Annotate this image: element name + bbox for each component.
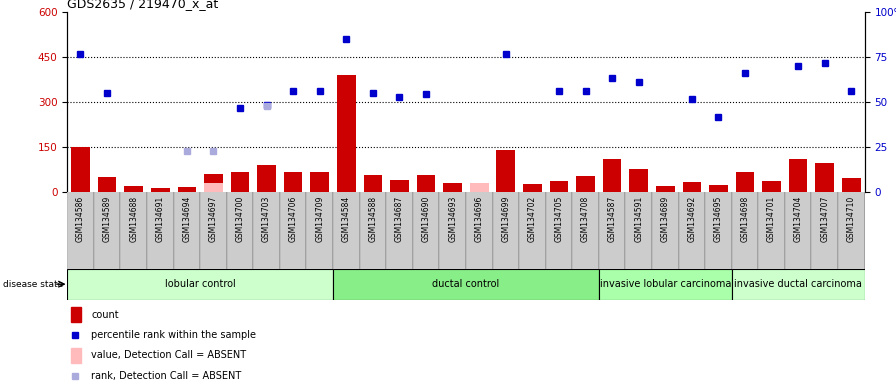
Bar xyxy=(736,172,754,192)
Text: GSM134692: GSM134692 xyxy=(687,196,696,242)
Text: GDS2635 / 219470_x_at: GDS2635 / 219470_x_at xyxy=(67,0,219,10)
Bar xyxy=(71,307,82,322)
Text: invasive ductal carcinoma: invasive ductal carcinoma xyxy=(734,279,862,289)
Text: GSM134699: GSM134699 xyxy=(501,196,511,242)
Bar xyxy=(656,186,675,192)
Bar xyxy=(284,172,303,192)
Text: GSM134701: GSM134701 xyxy=(767,196,776,242)
Text: GSM134588: GSM134588 xyxy=(368,196,377,242)
Bar xyxy=(576,176,595,192)
Bar xyxy=(683,182,702,192)
Text: GSM134591: GSM134591 xyxy=(634,196,643,242)
Text: invasive lobular carcinoma: invasive lobular carcinoma xyxy=(599,279,731,289)
Bar xyxy=(257,165,276,192)
Bar xyxy=(67,269,333,300)
Text: GSM134694: GSM134694 xyxy=(182,196,192,242)
Text: GSM134584: GSM134584 xyxy=(341,196,351,242)
Bar xyxy=(71,147,90,192)
Text: GSM134697: GSM134697 xyxy=(209,196,218,242)
Text: GSM134689: GSM134689 xyxy=(660,196,670,242)
Bar xyxy=(444,183,462,192)
Bar xyxy=(815,164,834,192)
Text: GSM134709: GSM134709 xyxy=(315,196,324,242)
Text: ductal control: ductal control xyxy=(432,279,500,289)
Text: GSM134704: GSM134704 xyxy=(794,196,803,242)
Bar xyxy=(629,169,648,192)
Text: GSM134587: GSM134587 xyxy=(607,196,616,242)
Bar xyxy=(310,172,329,192)
Bar xyxy=(337,74,356,192)
Bar xyxy=(842,177,861,192)
Bar xyxy=(762,182,781,192)
Bar xyxy=(709,185,728,192)
Text: GSM134690: GSM134690 xyxy=(421,196,431,242)
Text: GSM134707: GSM134707 xyxy=(820,196,830,242)
Text: GSM134698: GSM134698 xyxy=(740,196,750,242)
Bar xyxy=(470,183,488,192)
Text: count: count xyxy=(91,310,119,320)
Text: GSM134688: GSM134688 xyxy=(129,196,138,242)
Text: GSM134696: GSM134696 xyxy=(475,196,484,242)
Bar xyxy=(364,175,383,192)
Text: lobular control: lobular control xyxy=(165,279,236,289)
Text: value, Detection Call = ABSENT: value, Detection Call = ABSENT xyxy=(91,350,246,360)
Text: GSM134693: GSM134693 xyxy=(448,196,457,242)
Bar xyxy=(333,269,599,300)
Text: GSM134703: GSM134703 xyxy=(262,196,271,242)
Bar xyxy=(125,186,143,192)
Text: GSM134710: GSM134710 xyxy=(847,196,856,242)
Bar xyxy=(788,159,807,192)
Bar xyxy=(390,180,409,192)
Text: GSM134586: GSM134586 xyxy=(76,196,85,242)
Text: GSM134700: GSM134700 xyxy=(236,196,245,242)
Bar xyxy=(177,187,196,192)
Text: GSM134706: GSM134706 xyxy=(289,196,297,242)
Bar xyxy=(549,180,568,192)
Bar xyxy=(71,348,82,363)
Text: GSM134708: GSM134708 xyxy=(581,196,590,242)
Bar xyxy=(523,184,542,192)
Text: rank, Detection Call = ABSENT: rank, Detection Call = ABSENT xyxy=(91,371,241,381)
Bar xyxy=(417,175,435,192)
Bar xyxy=(204,183,223,192)
Bar xyxy=(732,269,865,300)
Text: GSM134702: GSM134702 xyxy=(528,196,537,242)
Bar xyxy=(603,159,622,192)
Text: GSM134687: GSM134687 xyxy=(395,196,404,242)
Text: GSM134705: GSM134705 xyxy=(555,196,564,242)
Bar xyxy=(230,172,249,192)
Text: GSM134589: GSM134589 xyxy=(102,196,112,242)
Text: GSM134691: GSM134691 xyxy=(156,196,165,242)
Bar xyxy=(98,177,116,192)
Bar xyxy=(204,174,223,192)
Bar xyxy=(151,189,169,192)
Text: GSM134695: GSM134695 xyxy=(714,196,723,242)
Bar xyxy=(599,269,732,300)
Text: percentile rank within the sample: percentile rank within the sample xyxy=(91,330,256,340)
Text: disease state: disease state xyxy=(3,280,63,289)
Bar xyxy=(470,183,488,192)
Bar xyxy=(496,150,515,192)
